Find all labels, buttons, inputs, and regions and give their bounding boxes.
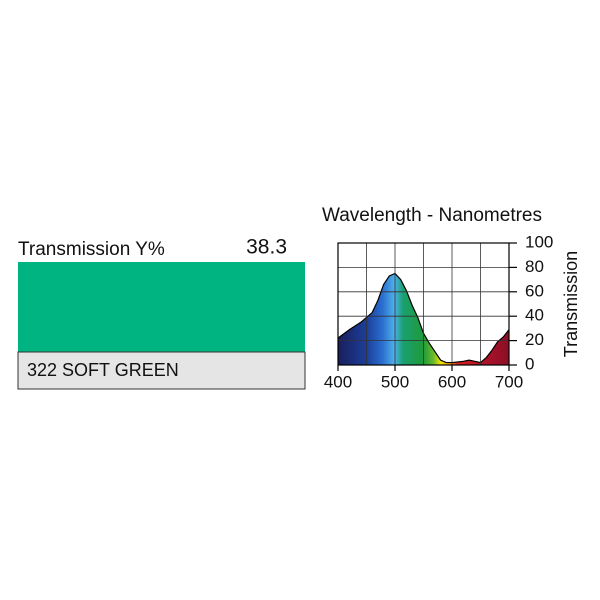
chart-title: Wavelength - Nanometres (322, 205, 542, 226)
spectrum-line (337, 272, 510, 364)
transmission-value: 38.3 (246, 236, 287, 259)
y-tick-label: 40 (525, 306, 544, 325)
x-tick-label: 400 (324, 372, 352, 391)
x-tick-label: 700 (495, 372, 523, 391)
y-tick-label: 60 (525, 281, 544, 300)
name-box (17, 351, 306, 390)
x-tick-label: 600 (438, 372, 466, 391)
y-axis-label: Transmission (561, 251, 581, 357)
filter-name: 322 SOFT GREEN (27, 360, 179, 380)
y-tick-label: 20 (525, 330, 544, 349)
color-swatch (18, 262, 305, 352)
y-tick-label: 100 (525, 232, 553, 251)
plot-frame (337, 242, 510, 366)
y-tick-label: 0 (525, 354, 534, 373)
spectrum-area (338, 273, 509, 365)
y-tick-label: 80 (525, 257, 544, 276)
x-tick-label: 500 (381, 372, 409, 391)
transmission-label: Transmission Y% (18, 239, 165, 260)
